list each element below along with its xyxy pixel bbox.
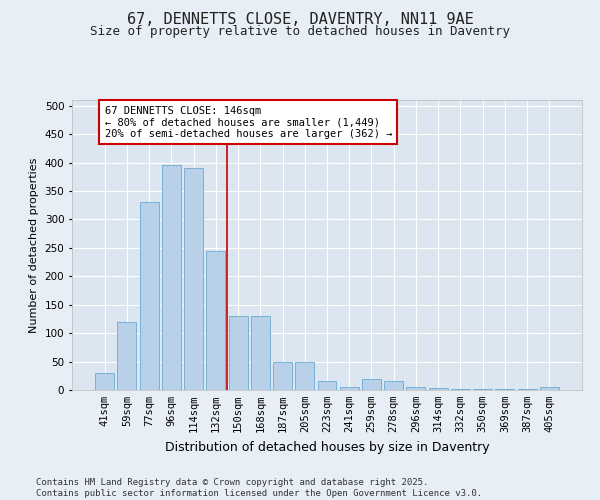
Bar (406, 387, 425, 390)
Bar (451, 389, 470, 390)
Text: Contains HM Land Registry data © Crown copyright and database right 2025.
Contai: Contains HM Land Registry data © Crown c… (36, 478, 482, 498)
Y-axis label: Number of detached properties: Number of detached properties (29, 158, 39, 332)
Bar (251, 316, 270, 390)
Bar (95, 373, 114, 390)
Bar (384, 382, 403, 390)
Bar (317, 382, 337, 390)
Text: 67, DENNETTS CLOSE, DAVENTRY, NN11 9AE: 67, DENNETTS CLOSE, DAVENTRY, NN11 9AE (127, 12, 473, 28)
Bar (273, 362, 292, 390)
Text: Size of property relative to detached houses in Daventry: Size of property relative to detached ho… (90, 25, 510, 38)
Text: 67 DENNETTS CLOSE: 146sqm
← 80% of detached houses are smaller (1,449)
20% of se: 67 DENNETTS CLOSE: 146sqm ← 80% of detac… (104, 106, 392, 139)
X-axis label: Distribution of detached houses by size in Daventry: Distribution of detached houses by size … (164, 440, 490, 454)
Bar (140, 202, 158, 390)
Bar (540, 387, 559, 390)
Bar (206, 250, 225, 390)
Bar (362, 378, 381, 390)
Bar (295, 362, 314, 390)
Bar (229, 316, 248, 390)
Bar (340, 387, 359, 390)
Bar (184, 168, 203, 390)
Bar (118, 322, 136, 390)
Bar (429, 388, 448, 390)
Bar (162, 166, 181, 390)
